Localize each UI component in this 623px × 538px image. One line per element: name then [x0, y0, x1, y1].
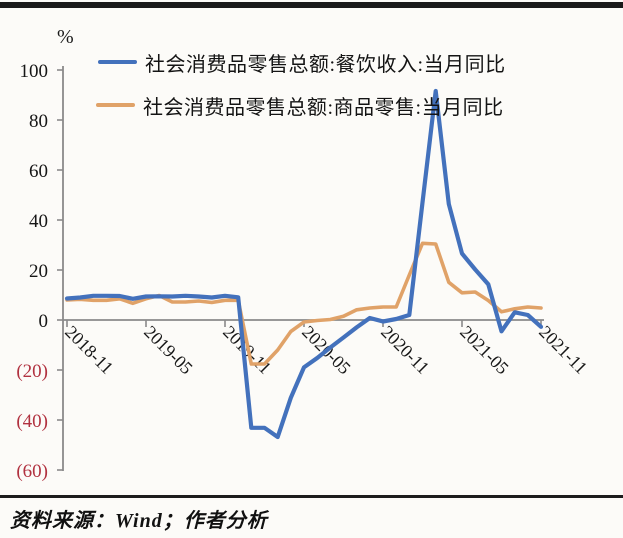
y-tick-label: (40) [16, 411, 48, 432]
footer-divider [0, 495, 623, 498]
y-tick-label: 100 [20, 61, 49, 82]
x-tick-label: 2021-11 [535, 322, 591, 378]
y-tick-label: (60) [16, 461, 48, 482]
y-tick-label: 0 [39, 311, 49, 332]
y-tick-label: 60 [29, 161, 48, 182]
legend-label-goods: 社会消费品零售总额:商品零售:当月同比 [143, 96, 504, 119]
legend-item-goods: 社会消费品零售总额:商品零售:当月同比 [96, 92, 504, 119]
y-tick-label: 40 [29, 211, 48, 232]
x-tick-label: 2020-11 [377, 322, 433, 378]
legend-line-swatch-goods [96, 103, 135, 107]
y-tick-label: (20) [16, 361, 48, 382]
source-note: 资料来源：Wind；作者分析 [10, 510, 268, 532]
y-tick-label: 20 [29, 261, 48, 282]
y-tick-label: 80 [29, 111, 48, 132]
x-tick-label: 2018-11 [61, 322, 117, 378]
x-tick-label: 2019-05 [140, 322, 197, 379]
series-line-0 [64, 88, 544, 440]
legend-item-catering: 社会消费品零售总额:餐饮收入:当月同比 [98, 49, 506, 76]
legend-label-catering: 社会消费品零售总额:餐饮收入:当月同比 [145, 53, 506, 76]
series-line-1 [65, 241, 543, 366]
legend-line-swatch-catering [98, 60, 137, 64]
top-border-bar [0, 2, 623, 8]
y-axis-unit-label: % [57, 26, 74, 48]
